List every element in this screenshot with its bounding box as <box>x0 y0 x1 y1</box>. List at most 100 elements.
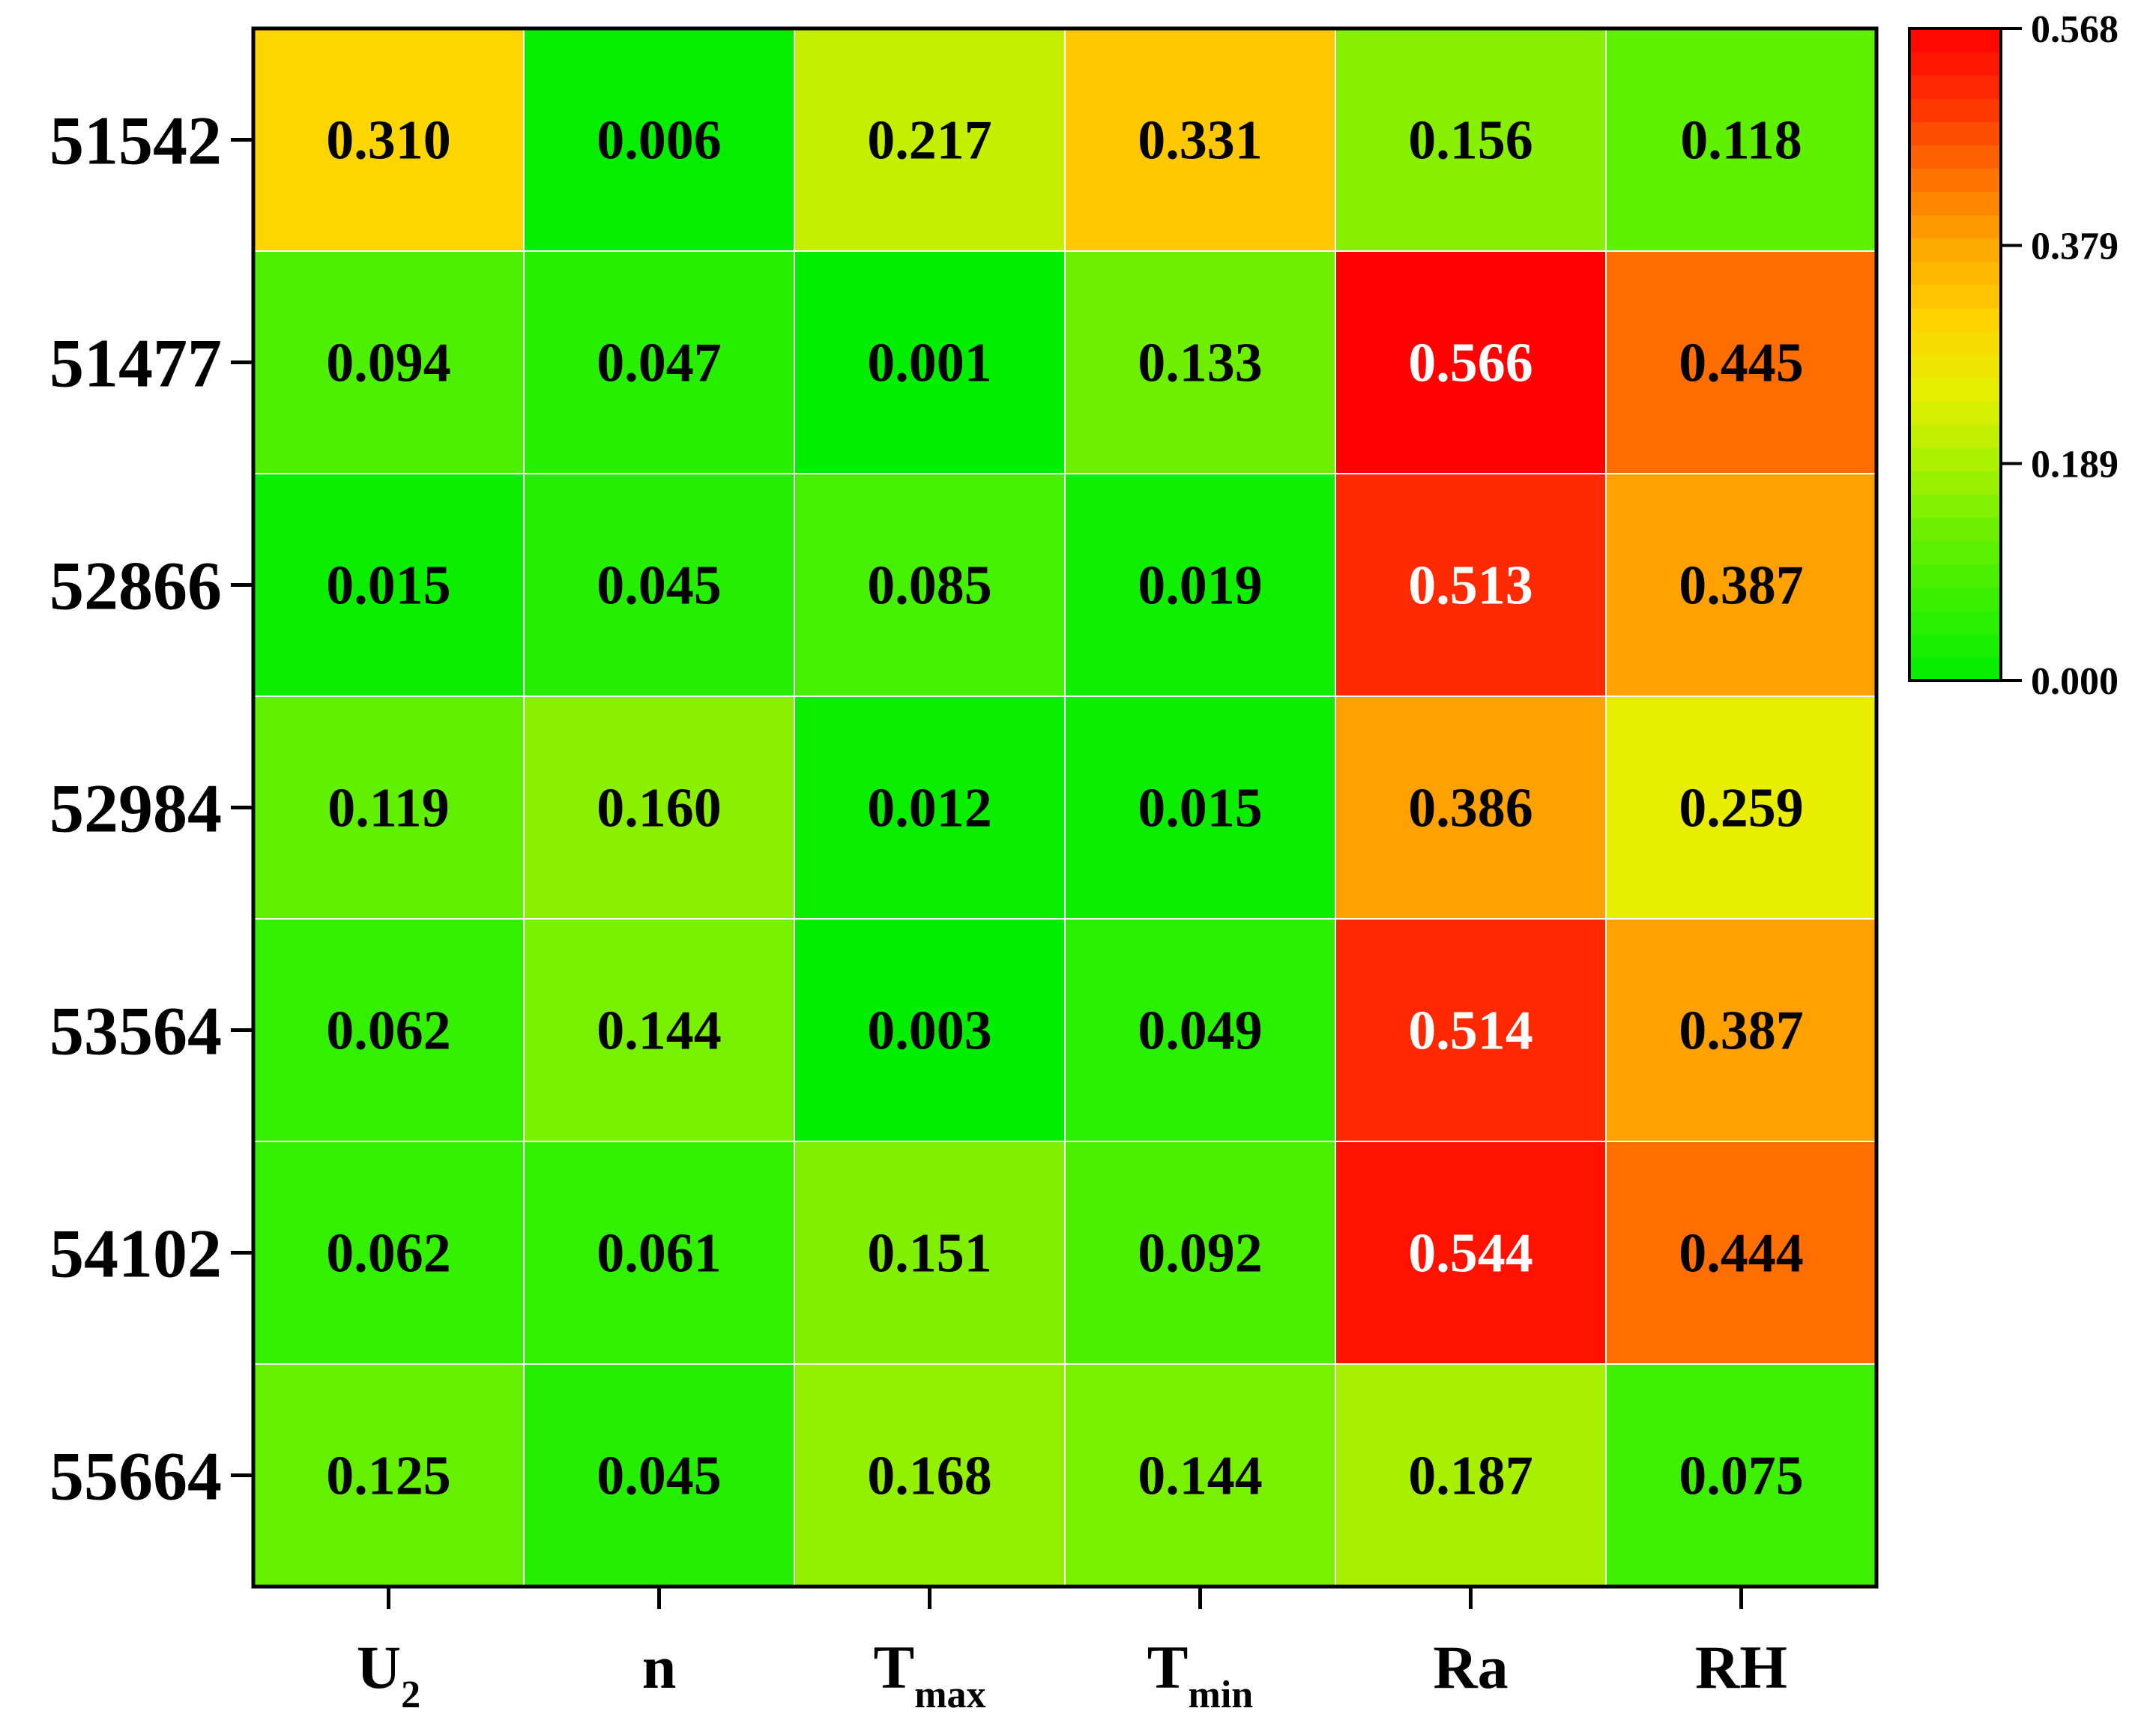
colorbar-tick-label: 0.000 <box>2031 660 2119 703</box>
x-tick-label: Tmin <box>1147 1633 1253 1716</box>
cell-value-label: 0.012 <box>867 778 992 839</box>
colorbar-band <box>1909 145 2001 169</box>
heatmap-cell <box>1064 473 1336 697</box>
colorbar-band <box>1909 564 2001 588</box>
cell-value-label: 0.047 <box>597 333 722 394</box>
cell-value-label: 0.019 <box>1138 555 1263 617</box>
cell-value-label: 0.133 <box>1138 333 1263 394</box>
y-tick-label: 52984 <box>49 770 222 847</box>
heatmap-cell <box>794 473 1066 697</box>
colorbar-band <box>1909 284 2001 309</box>
cell-value-label: 0.061 <box>597 1223 722 1285</box>
cell-value-label: 0.049 <box>1138 1001 1263 1062</box>
colorbar-band <box>1909 28 2001 52</box>
cell-value-label: 0.085 <box>867 555 992 617</box>
colorbar-band <box>1909 191 2001 216</box>
x-tick-label-subscript: max <box>914 1674 985 1716</box>
heatmap-cell <box>1605 473 1877 697</box>
heatmap-cell <box>1064 695 1336 920</box>
heatmap-cell <box>794 918 1066 1142</box>
heatmap-cell <box>1335 28 1607 252</box>
colorbar-band <box>1909 378 2001 402</box>
cell-value-label: 0.118 <box>1680 110 1802 172</box>
colorbar-band <box>1909 401 2001 425</box>
cell-value-label: 0.003 <box>867 1001 992 1062</box>
colorbar-band <box>1909 121 2001 145</box>
cell-value-label: 0.444 <box>1679 1223 1804 1285</box>
heatmap-cell <box>1335 918 1607 1142</box>
cell-value-label: 0.156 <box>1408 110 1533 172</box>
cell-value-label: 0.094 <box>326 333 451 394</box>
y-tick-label: 54102 <box>49 1216 222 1292</box>
cell-value-label: 0.006 <box>597 110 722 172</box>
cell-value-label: 0.045 <box>597 555 722 617</box>
heatmap-cell <box>1335 1141 1607 1365</box>
heatmap-cell <box>794 1363 1066 1587</box>
colorbar-band <box>1909 633 2001 658</box>
x-tick-label: n <box>642 1633 677 1701</box>
x-tick-label-main: n <box>642 1633 677 1701</box>
heatmap-cell <box>1605 1363 1877 1587</box>
cell-value-label: 0.144 <box>597 1001 722 1062</box>
heatmap-cell <box>253 250 525 474</box>
x-tick-label-main: U <box>357 1633 401 1701</box>
cell-value-label: 0.386 <box>1408 778 1533 839</box>
heatmap-cell <box>253 1141 525 1365</box>
cell-value-label: 0.160 <box>597 778 722 839</box>
cell-value-label: 0.001 <box>867 333 992 394</box>
heatmap-cell <box>1335 473 1607 697</box>
heatmap-cell <box>523 918 795 1142</box>
cell-value-label: 0.119 <box>327 778 449 839</box>
heatmap-cell <box>1064 250 1336 474</box>
heatmap-cell <box>794 695 1066 920</box>
y-tick-label: 51542 <box>49 103 222 179</box>
colorbar-band <box>1909 424 2001 448</box>
x-tick-label-main: RH <box>1695 1633 1787 1701</box>
heatmap-cell <box>253 695 525 920</box>
cell-value-label: 0.144 <box>1138 1446 1263 1507</box>
cell-value-label: 0.259 <box>1679 778 1804 839</box>
cell-value-label: 0.387 <box>1679 1001 1804 1062</box>
colorbar-band <box>1909 168 2001 193</box>
colorbar-band <box>1909 517 2001 542</box>
colorbar-band <box>1909 214 2001 239</box>
heatmap-cell <box>523 28 795 252</box>
colorbar-band <box>1909 540 2001 565</box>
colorbar-band <box>1909 331 2001 355</box>
x-tick-label: Ra <box>1433 1633 1508 1701</box>
x-tick-label-main: T <box>873 1633 914 1701</box>
heatmap-cell <box>1064 1141 1336 1365</box>
heatmap-cell <box>253 473 525 697</box>
colorbar-band <box>1909 447 2001 471</box>
colorbar-band <box>1909 471 2001 495</box>
cell-value-label: 0.331 <box>1138 110 1263 172</box>
heatmap-cell <box>253 28 525 252</box>
heatmap-cell <box>1064 918 1336 1142</box>
cell-value-label: 0.513 <box>1408 555 1533 617</box>
colorbar-tick-label: 0.189 <box>2031 444 2119 486</box>
colorbar-band <box>1909 52 2001 76</box>
heatmap-cell <box>1605 250 1877 474</box>
colorbar-band <box>1909 657 2001 681</box>
heatmap-cell <box>1335 695 1607 920</box>
cell-value-label: 0.151 <box>867 1223 992 1285</box>
colorbar-band <box>1909 587 2001 612</box>
cell-value-label: 0.544 <box>1408 1223 1533 1285</box>
heatmap-cell <box>253 918 525 1142</box>
colorbar-band <box>1909 307 2001 332</box>
heatmap-cell <box>253 1363 525 1587</box>
cell-value-label: 0.015 <box>1138 778 1263 839</box>
y-tick-label: 51477 <box>49 325 222 402</box>
x-tick-label-subscript: 2 <box>401 1674 420 1716</box>
cell-value-label: 0.445 <box>1679 333 1804 394</box>
colorbar-band <box>1909 494 2001 519</box>
colorbar-frame <box>1908 27 2002 682</box>
heatmap-cell <box>1064 1363 1336 1587</box>
x-tick-label: RH <box>1695 1633 1787 1701</box>
cell-value-label: 0.217 <box>867 110 992 172</box>
cell-value-label: 0.514 <box>1408 1001 1533 1062</box>
colorbar-band <box>1909 354 2001 378</box>
x-tick-label: U2 <box>357 1633 420 1716</box>
heatmap-cell <box>1064 28 1336 252</box>
